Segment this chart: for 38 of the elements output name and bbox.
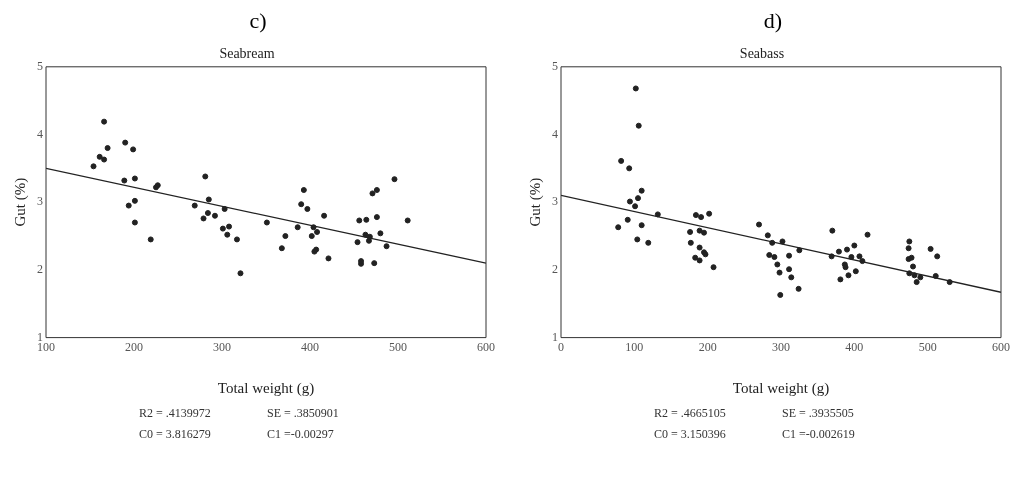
chart-subtitle: Seabream <box>219 46 275 62</box>
y-axis-title: Gut (%) <box>11 177 29 227</box>
y-tick-label: 5 <box>37 58 43 73</box>
x-tick-label: 500 <box>918 339 937 354</box>
chart-title: c) <box>248 8 268 35</box>
x-axis-title: Total weight (g) <box>732 379 830 397</box>
text: SE = .3935505 <box>782 406 855 421</box>
x-tick-label: 600 <box>992 339 1010 354</box>
y-tick-label: 2 <box>552 262 558 277</box>
y-tick-label: 5 <box>552 58 558 73</box>
x-tick-label: 100 <box>625 339 644 354</box>
text: C0 = 3.816279 <box>139 427 212 442</box>
x-axis-title: Total weight (g) <box>217 379 315 397</box>
text: R2 = .4665105 <box>654 406 727 421</box>
x-tick-label: 500 <box>389 339 407 354</box>
text: R2 = .4139972 <box>139 406 212 421</box>
y-tick-label: 1 <box>552 329 558 344</box>
y-tick-label: 4 <box>37 126 43 141</box>
text: C0 = 3.150396 <box>654 427 727 442</box>
x-tick-label: 600 <box>477 339 495 354</box>
y-tick-label: 3 <box>552 194 558 209</box>
x-tick-label: 400 <box>845 339 864 354</box>
x-tick-label: 0 <box>558 339 564 354</box>
y-tick-label: 1 <box>37 329 43 344</box>
text: SE = .3850901 <box>267 406 340 421</box>
chart-title: d) <box>762 8 784 35</box>
x-tick-label: 400 <box>301 339 319 354</box>
y-tick-label: 4 <box>552 126 558 141</box>
x-tick-label: 300 <box>213 339 231 354</box>
text: C1 =-0.002619 <box>782 427 856 442</box>
y-tick-label: 3 <box>37 194 43 209</box>
chart-subtitle: Seabass <box>739 46 785 62</box>
text: C1 =-0.00297 <box>267 427 335 442</box>
x-tick-label: 200 <box>698 339 717 354</box>
x-tick-label: 300 <box>772 339 790 354</box>
y-axis-title: Gut (%) <box>526 177 544 227</box>
x-tick-label: 200 <box>125 339 143 354</box>
y-tick-label: 2 <box>37 262 43 277</box>
